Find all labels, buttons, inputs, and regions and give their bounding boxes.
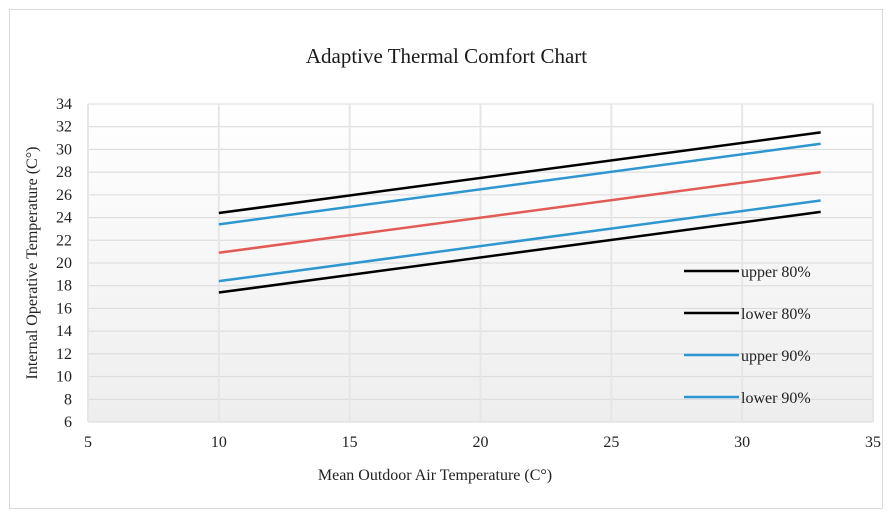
legend-label: upper 90%	[741, 348, 811, 365]
x-tick-label: 15	[342, 434, 358, 451]
y-tick-label: 32	[56, 119, 72, 136]
series-line	[218, 210, 821, 294]
legend-label: lower 90%	[741, 390, 811, 407]
y-tick-label: 10	[56, 369, 72, 386]
y-tick-label: 8	[64, 391, 72, 408]
x-tick-label: 25	[603, 434, 619, 451]
y-tick-label: 28	[56, 164, 72, 181]
legend-label: upper 80%	[741, 264, 811, 281]
x-axis-ticks: 5 10 15 20 25 30 35	[84, 434, 881, 451]
x-axis-label: Mean Outdoor Air Temperature (C°)	[318, 467, 552, 484]
x-tick-label: 5	[84, 434, 92, 451]
y-tick-label: 16	[56, 300, 72, 317]
x-tick-label: 10	[211, 434, 227, 451]
series-line	[218, 142, 821, 226]
legend: upper 80% lower 80% upper 90% lower 90%	[684, 264, 811, 407]
y-tick-label: 18	[56, 278, 72, 295]
x-tick-label: 30	[734, 434, 750, 451]
y-tick-label: 14	[56, 323, 72, 340]
y-tick-label: 12	[56, 346, 72, 363]
series-lines	[218, 131, 821, 294]
series-line	[218, 199, 821, 283]
series-line	[218, 131, 821, 215]
y-tick-label: 24	[56, 210, 72, 227]
y-axis-ticks: 6 8 10 12 14 16 18 20 22 24 26 28 30 32 34	[56, 96, 72, 431]
x-tick-label: 35	[865, 434, 881, 451]
y-tick-label: 6	[64, 414, 72, 431]
y-tick-label: 34	[56, 96, 72, 113]
x-tick-label: 20	[473, 434, 489, 451]
legend-label: lower 80%	[741, 306, 811, 323]
series-line	[218, 170, 821, 255]
y-tick-label: 22	[56, 232, 72, 249]
y-tick-label: 20	[56, 255, 72, 272]
y-tick-label: 30	[56, 141, 72, 158]
chart-title: Adaptive Thermal Comfort Chart	[305, 44, 588, 68]
y-axis-label: Internal Operative Temperature (C°)	[24, 147, 41, 380]
y-tick-label: 26	[56, 187, 72, 204]
grid-lines	[87, 103, 874, 423]
